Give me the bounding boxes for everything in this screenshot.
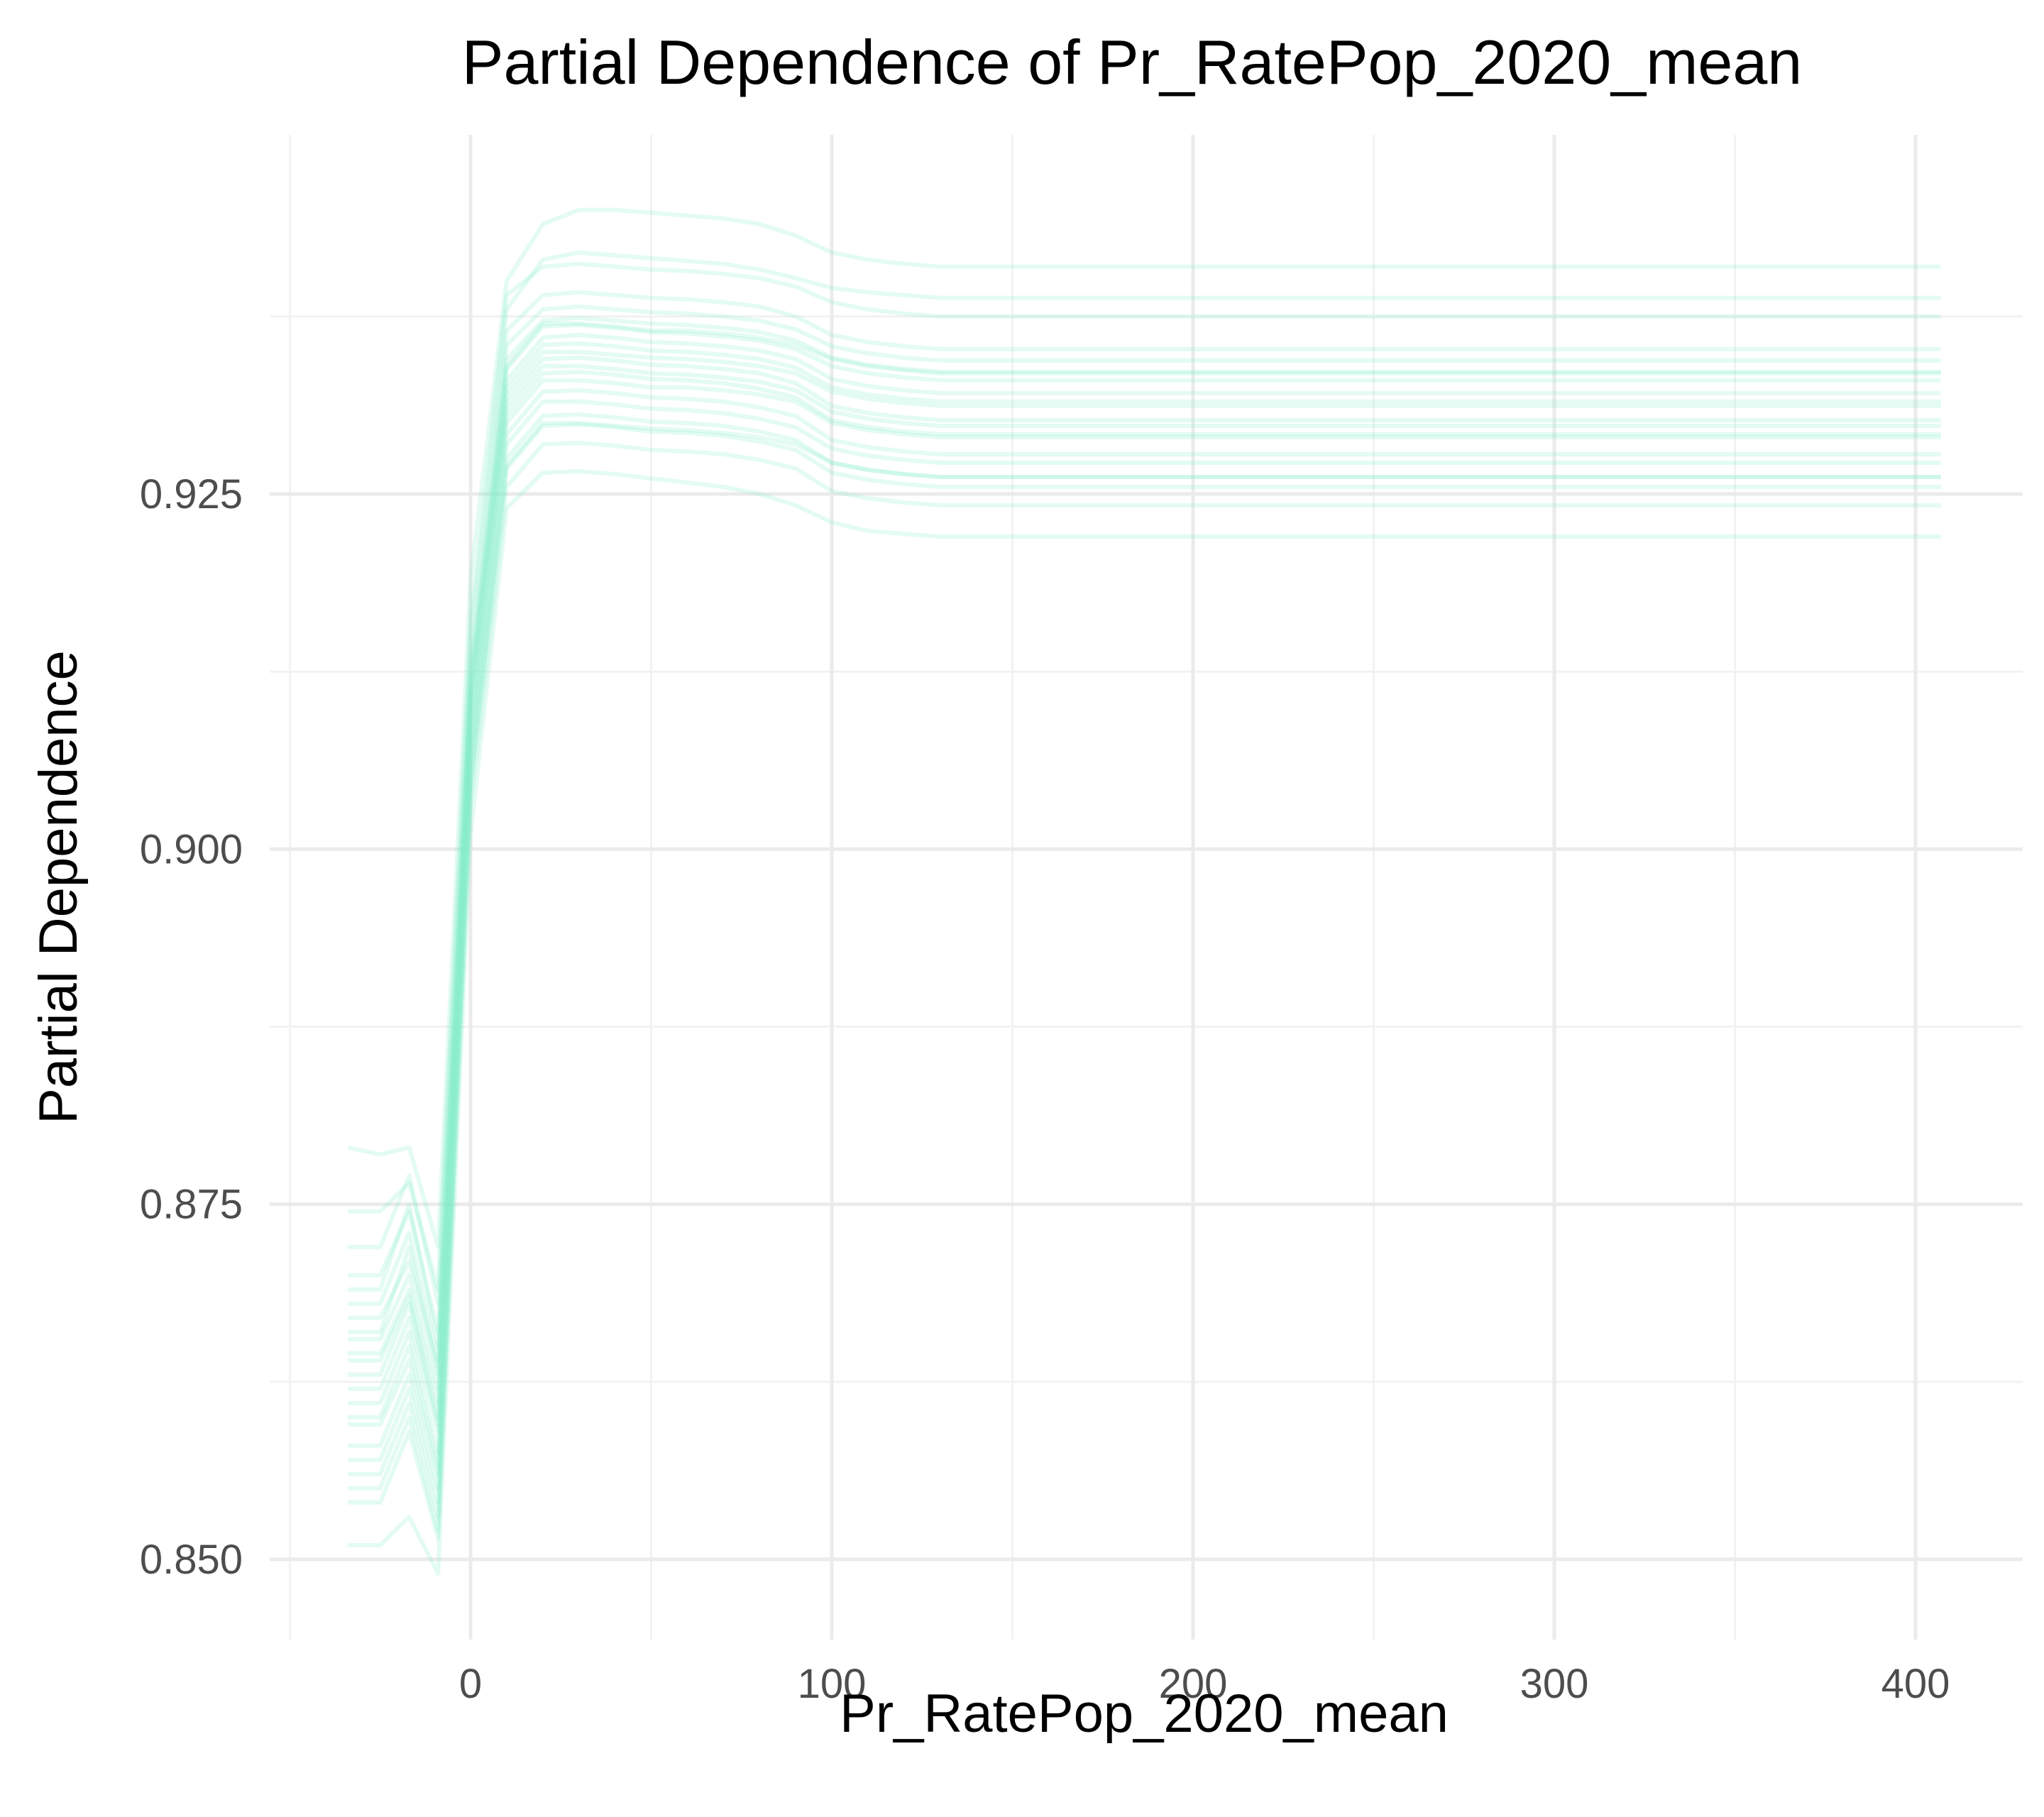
ice-curve <box>347 441 1941 1540</box>
ice-curve <box>347 341 1941 1420</box>
ice-curve <box>347 421 1941 1533</box>
x-tick-label: 200 <box>1159 1661 1228 1707</box>
ice-curve <box>347 315 1941 1363</box>
y-axis-title: Partial Dependence <box>28 650 89 1124</box>
ice-curve <box>347 261 1941 1292</box>
ice-curve <box>347 378 1941 1469</box>
x-tick-label: 0 <box>459 1661 482 1707</box>
ice-curve <box>347 250 1941 1306</box>
minor-gridlines <box>270 135 2023 1640</box>
y-tick-label: 0.925 <box>140 471 243 517</box>
ice-curve <box>347 322 1941 1370</box>
ice-curve <box>347 399 1941 1491</box>
y-tick-label: 0.875 <box>140 1182 243 1228</box>
ice-curve <box>347 369 1941 1455</box>
x-axis-ticks: 0 100 200 300 400 <box>459 1661 1950 1707</box>
ice-curve <box>347 355 1941 1427</box>
x-tick-label: 400 <box>1881 1661 1950 1707</box>
y-tick-label: 0.900 <box>140 826 243 872</box>
x-axis-title: Pr_RatePop_2020_mean <box>840 1684 1449 1744</box>
x-tick-label: 300 <box>1520 1661 1589 1707</box>
ice-curve <box>347 469 1941 1576</box>
ice-curve <box>347 349 1941 1377</box>
major-gridlines <box>270 135 2023 1640</box>
ice-curve <box>347 412 1941 1505</box>
y-tick-label: 0.850 <box>140 1537 243 1583</box>
ice-curve <box>347 207 1941 1249</box>
y-axis-ticks: 0.850 0.875 0.900 0.925 <box>140 471 243 1583</box>
ice-curve <box>347 388 1941 1476</box>
chart-title: Partial Dependence of Pr_RatePop_2020_me… <box>462 27 1802 97</box>
ice-curve <box>347 290 1941 1334</box>
ice-curves <box>347 207 1941 1576</box>
ice-curve <box>347 422 1941 1519</box>
ice-curve <box>347 332 1941 1391</box>
ice-curve <box>347 321 1941 1405</box>
ice-curve <box>347 304 1941 1349</box>
ice-curve <box>347 363 1941 1434</box>
x-tick-label: 100 <box>798 1661 867 1707</box>
